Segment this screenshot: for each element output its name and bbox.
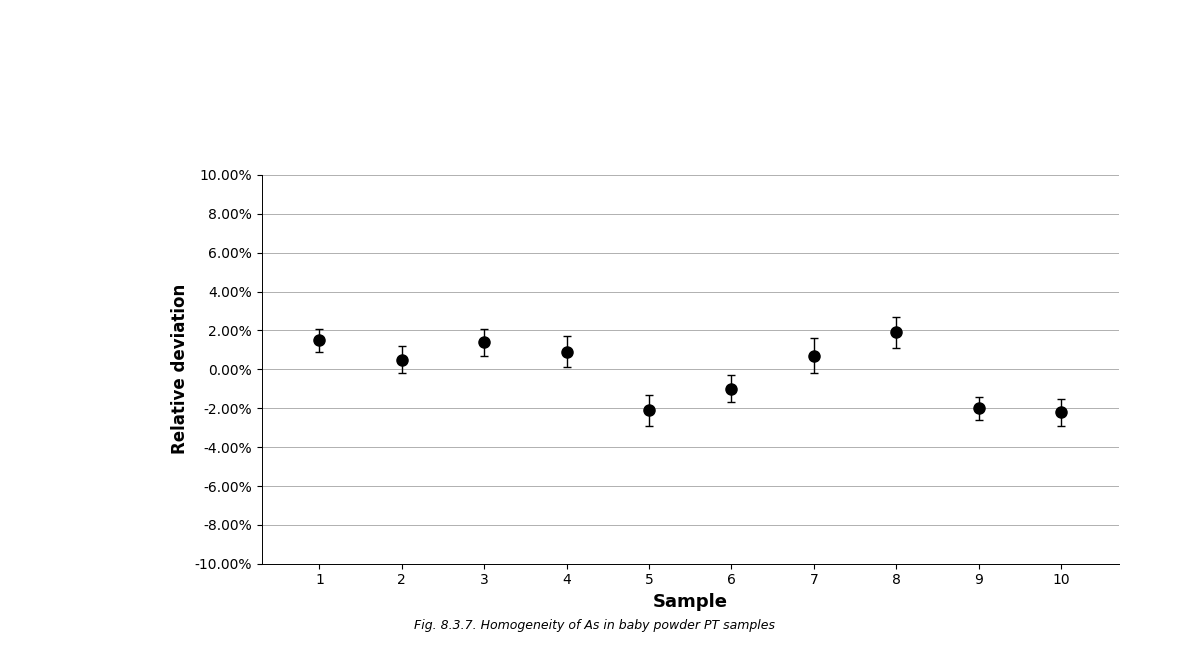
Y-axis label: Relative deviation: Relative deviation bbox=[171, 284, 189, 454]
X-axis label: Sample: Sample bbox=[652, 593, 728, 611]
Text: Fig. 8.3.7. Homogeneity of As in baby powder PT samples: Fig. 8.3.7. Homogeneity of As in baby po… bbox=[414, 619, 776, 632]
